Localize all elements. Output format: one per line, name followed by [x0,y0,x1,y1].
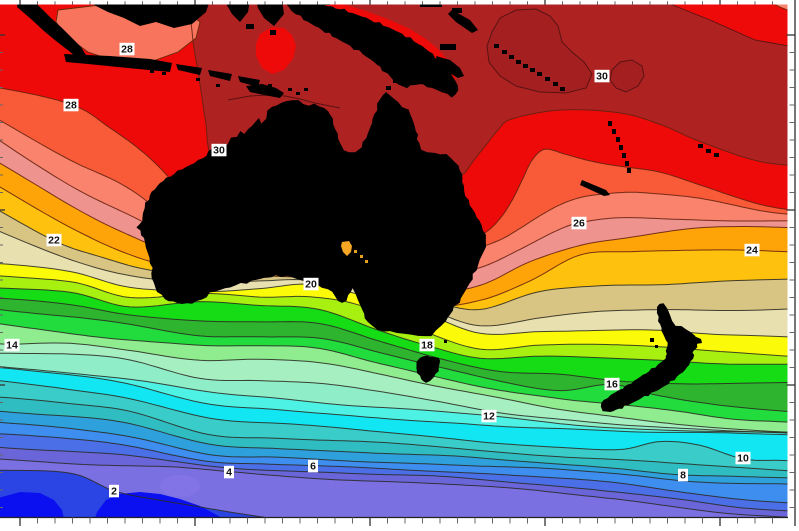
svg-text:30: 30 [213,145,225,157]
svg-text:6: 6 [310,461,316,473]
svg-text:20: 20 [305,279,317,291]
svg-text:28: 28 [65,100,77,112]
svg-text:14: 14 [6,340,18,352]
svg-text:28: 28 [121,44,133,56]
svg-text:8: 8 [680,470,686,482]
svg-text:16: 16 [606,379,618,391]
svg-text:12: 12 [483,411,495,423]
svg-text:24: 24 [746,245,758,257]
svg-text:18: 18 [421,340,433,352]
svg-text:22: 22 [48,235,60,247]
svg-text:10: 10 [737,453,749,465]
svg-text:2: 2 [111,486,117,498]
svg-text:30: 30 [596,71,608,83]
svg-text:4: 4 [226,467,232,479]
svg-text:26: 26 [573,218,585,230]
